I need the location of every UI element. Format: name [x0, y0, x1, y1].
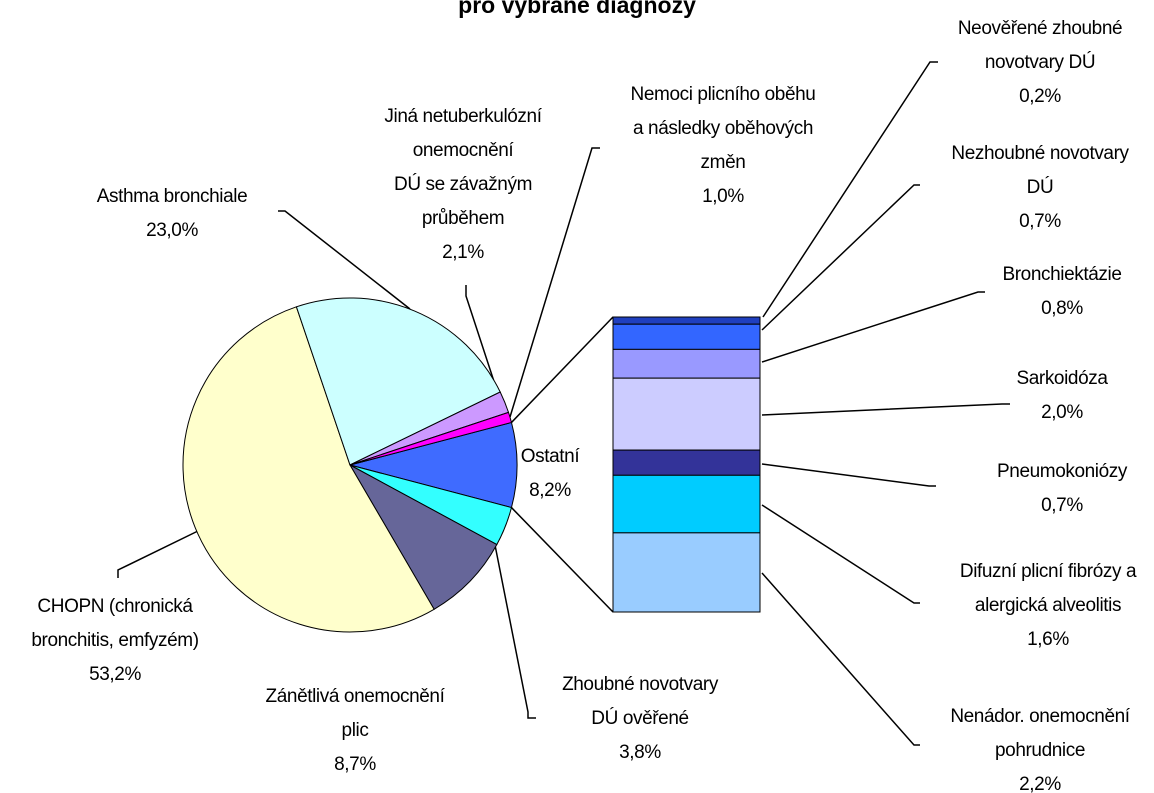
label-value: 0,2%	[1019, 86, 1061, 107]
data-label: Ostatní 8,2%	[520, 440, 580, 508]
data-label: Bronchiektázie 0,8%	[1002, 258, 1121, 326]
label-name: Ostatní	[520, 446, 580, 467]
leader-line	[278, 210, 411, 310]
label-name: CHOPN (chronická bronchitis, emfyzém)	[31, 596, 199, 651]
data-label: Sarkoidóza 2,0%	[1016, 362, 1107, 430]
leader-line	[509, 147, 600, 418]
label-value: 1,6%	[1027, 629, 1069, 650]
label-value: 2,1%	[442, 242, 484, 263]
data-label: Nemoci plicního oběhu a následky oběhový…	[631, 78, 816, 214]
bar-segment	[612, 323, 761, 350]
chart-title: pro vybrané diagnózy	[458, 0, 696, 18]
label-name: Jiná netuberkulózní onemocnění DÚ se záv…	[384, 106, 542, 229]
label-value: 2,2%	[1019, 774, 1061, 793]
leader-line	[761, 291, 985, 363]
data-label: Difuzní plicní fibrózy a alergická alveo…	[959, 555, 1137, 657]
leader-line	[117, 529, 201, 578]
leader-lines	[117, 61, 1010, 746]
leader-line	[761, 463, 936, 487]
label-value: 23,0%	[146, 220, 198, 241]
bar-segment	[612, 348, 761, 379]
bar-segment	[612, 532, 761, 613]
label-name: Nenádor. onemocnění pohrudnice	[950, 706, 1130, 761]
data-label: Nezhoubné novotvary DÚ 0,7%	[951, 137, 1129, 239]
data-label: Zánětlivá onemocnění plic 8,7%	[266, 680, 445, 782]
label-value: 1,0%	[702, 186, 744, 207]
connector-line	[510, 507, 614, 613]
bar-segment	[612, 316, 761, 325]
label-value: 8,2%	[529, 480, 571, 501]
label-value: 2,0%	[1041, 402, 1083, 423]
leader-line	[465, 285, 505, 413]
label-name: Zánětlivá onemocnění plic	[265, 686, 445, 741]
pie-slice	[348, 463, 498, 610]
leader-line	[761, 504, 920, 604]
pie-slice	[295, 297, 501, 466]
label-name: Nezhoubné novotvary DÚ	[951, 143, 1129, 198]
label-value: 8,7%	[334, 754, 376, 775]
data-label: Nenádor. onemocnění pohrudnice 2,2%	[950, 700, 1130, 793]
label-name: Sarkoidóza	[1016, 368, 1108, 389]
label-value: 3,8%	[619, 742, 661, 763]
pie-slice	[182, 306, 435, 633]
leader-line	[494, 544, 536, 719]
leader-line	[761, 572, 920, 746]
label-name: Asthma bronchiale	[96, 186, 248, 207]
label-value: 0,7%	[1041, 495, 1083, 516]
bar-segment	[612, 449, 761, 476]
label-name: Pneumokoniózy	[997, 461, 1127, 482]
leader-line	[761, 403, 1010, 416]
label-name: Bronchiektázie	[1002, 264, 1122, 285]
label-value: 0,7%	[1019, 211, 1061, 232]
data-label: CHOPN (chronická bronchitis, emfyzém) 53,…	[31, 590, 199, 692]
bar-segment	[612, 474, 761, 534]
bar-segment	[612, 377, 761, 451]
data-label: Asthma bronchiale 23,0%	[97, 180, 248, 248]
leader-line	[762, 61, 938, 318]
data-label: Pneumokoniózy 0,7%	[997, 455, 1127, 523]
label-value: 53,2%	[89, 664, 141, 685]
label-name: Nemoci plicního oběhu a následky oběhový…	[630, 84, 816, 173]
data-label: Zhoubné novotvary DÚ ověřené 3,8%	[562, 668, 718, 770]
data-label: Jiná netuberkulózní onemocnění DÚ se záv…	[384, 100, 542, 270]
label-name: Neověřené zhoubné novotvary DÚ	[957, 18, 1123, 73]
connector-line	[510, 316, 614, 423]
label-name: Difuzní plicní fibrózy a alergická alveo…	[959, 561, 1137, 616]
label-name: Zhoubné novotvary DÚ ověřené	[562, 674, 718, 729]
leader-line	[761, 184, 920, 331]
label-value: 0,8%	[1041, 298, 1083, 319]
data-label: Neověřené zhoubné novotvary DÚ 0,2%	[957, 12, 1123, 114]
